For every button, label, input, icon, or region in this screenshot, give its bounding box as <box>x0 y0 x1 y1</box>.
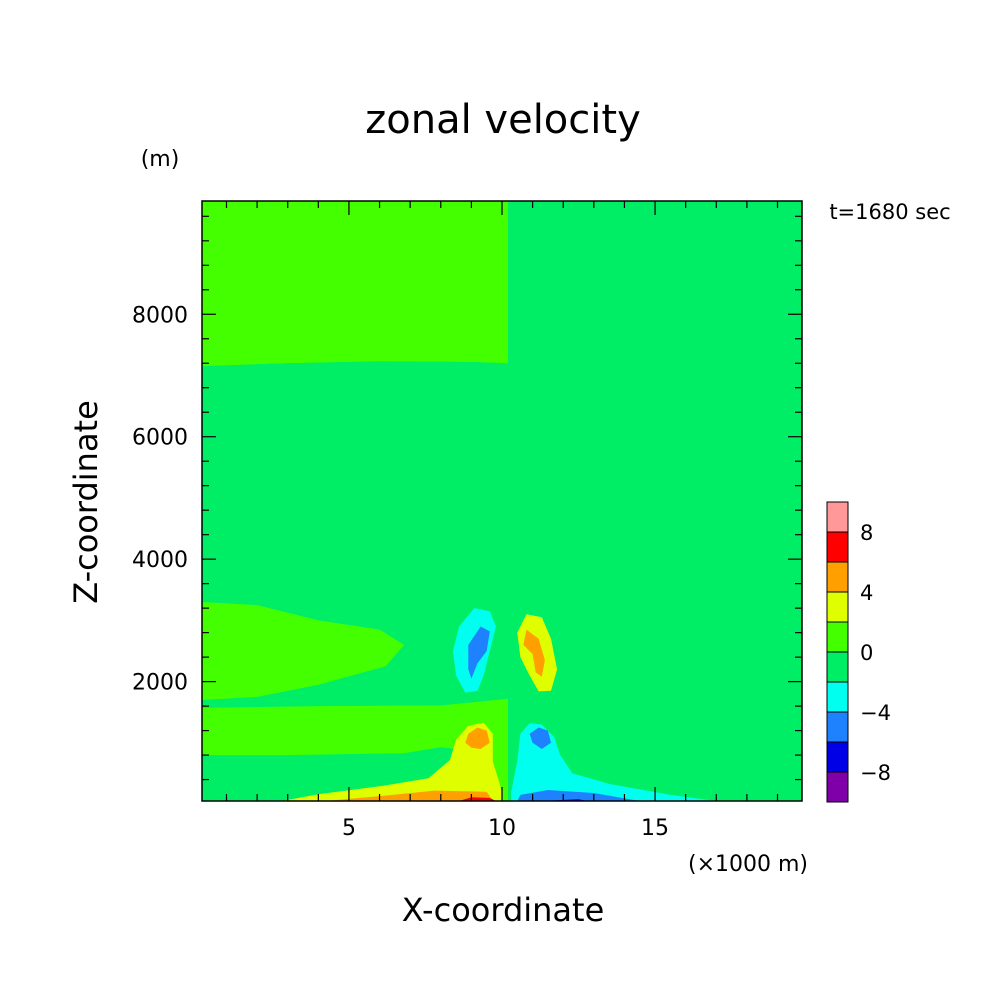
colorbar: −8 −4 0 4 8 <box>826 501 891 803</box>
chart-title: zonal velocity <box>365 97 641 143</box>
colorbar-label: 0 <box>860 641 873 665</box>
colorbar-swatch <box>826 531 849 563</box>
region-jet-left-yellow <box>281 722 502 801</box>
y-tick-label: 4000 <box>132 548 188 573</box>
region-jet-left-red <box>459 797 496 801</box>
region-upper-right <box>508 201 802 364</box>
y-tick-label: 8000 <box>132 303 188 328</box>
x-tick-label: 5 <box>342 816 356 841</box>
colorbar-swatch <box>826 711 849 743</box>
colorbar-label: 8 <box>860 521 873 545</box>
colorbar-swatch <box>826 591 849 623</box>
x-axis-label: X-coordinate <box>402 891 605 929</box>
time-label: t=1680 sec <box>829 200 950 224</box>
region-band-right <box>600 602 802 700</box>
colorbar-swatch <box>826 501 849 533</box>
x-tick-label: 10 <box>488 816 516 841</box>
region-strip-left-low <box>202 747 457 795</box>
region-core-right-blue <box>529 727 551 749</box>
colorbar-label: −4 <box>860 701 891 725</box>
y-units-label: (m) <box>141 147 180 172</box>
region-jet-right-blue <box>517 790 640 801</box>
plot-axes: 5 10 15 2000 4000 6000 8000 <box>132 200 803 841</box>
y-axis-label: Z-coordinate <box>67 400 105 604</box>
region-strip-right-low <box>547 747 802 795</box>
colorbar-swatch <box>826 621 849 653</box>
colorbar-swatch <box>826 681 849 713</box>
x-tick-label: 15 <box>641 816 669 841</box>
colorbar-swatch <box>826 741 849 773</box>
y-tick-label: 6000 <box>132 426 188 451</box>
y-tick-label: 2000 <box>132 671 188 696</box>
region-core-left-orange <box>465 727 490 749</box>
colorbar-label: −8 <box>860 761 891 785</box>
colorbar-swatch <box>826 651 849 683</box>
contour-regions <box>202 201 802 801</box>
colorbar-swatch <box>826 771 849 803</box>
colorbar-swatch <box>826 561 849 593</box>
region-upper-left <box>202 201 509 367</box>
x-units-label: (×1000 m) <box>688 852 808 877</box>
region-blob-left-blue <box>468 626 490 679</box>
region-band-left <box>202 602 404 700</box>
region-blob-right-orange <box>523 629 545 677</box>
region-jet-right-cyan <box>511 723 717 801</box>
colorbar-label: 4 <box>860 581 873 605</box>
region-jet-left-orange <box>324 790 493 801</box>
